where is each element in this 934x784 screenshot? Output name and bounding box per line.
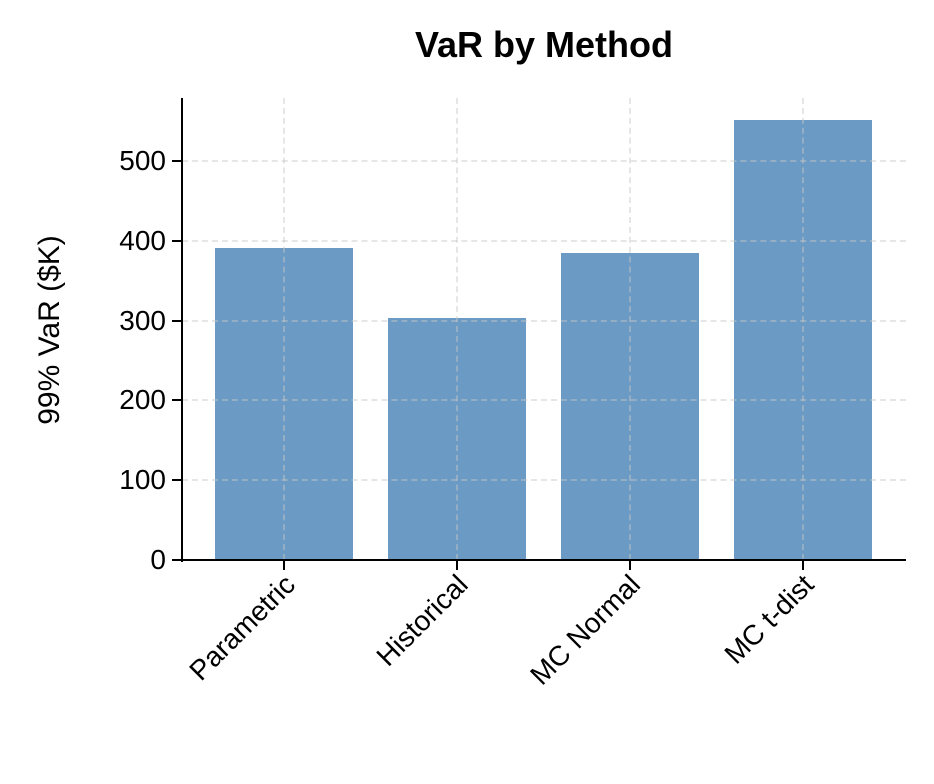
x-axis-line [181,559,906,561]
x-tick-mark [802,561,804,570]
bar-mc-normal [561,252,699,560]
x-tick-mark [629,561,631,570]
bar-parametric [215,247,353,560]
x-tick-mark [456,561,458,570]
chart-title: VaR by Method [414,24,674,65]
y-tick-label: 400 [119,224,166,256]
y-tick-label: 0 [150,544,166,575]
y-tick-mark [172,239,181,242]
y-tick-label: 200 [119,384,166,416]
y-tick-label: 500 [119,145,166,176]
x-tick-label: Parametric [183,568,301,687]
x-tick-label: MC t-dist [718,568,820,670]
y-tick-mark [172,399,181,402]
y-tick-mark [172,160,181,162]
y-tick-label: 300 [119,304,166,336]
plot-area [182,98,906,560]
y-axis-line [181,98,183,562]
y-tick-mark [172,479,181,482]
y-tick-label: 100 [119,464,166,496]
y-axis-label: 99% VaR ($K) [33,235,66,425]
y-tick-mark [172,319,181,322]
y-tick-mark [172,559,181,561]
bar-mc-t-dist [734,120,872,560]
x-tick-label: MC Normal [524,568,647,691]
bar-historical [388,318,526,560]
x-tick-mark [283,561,285,570]
x-tick-label: Historical [370,568,474,673]
